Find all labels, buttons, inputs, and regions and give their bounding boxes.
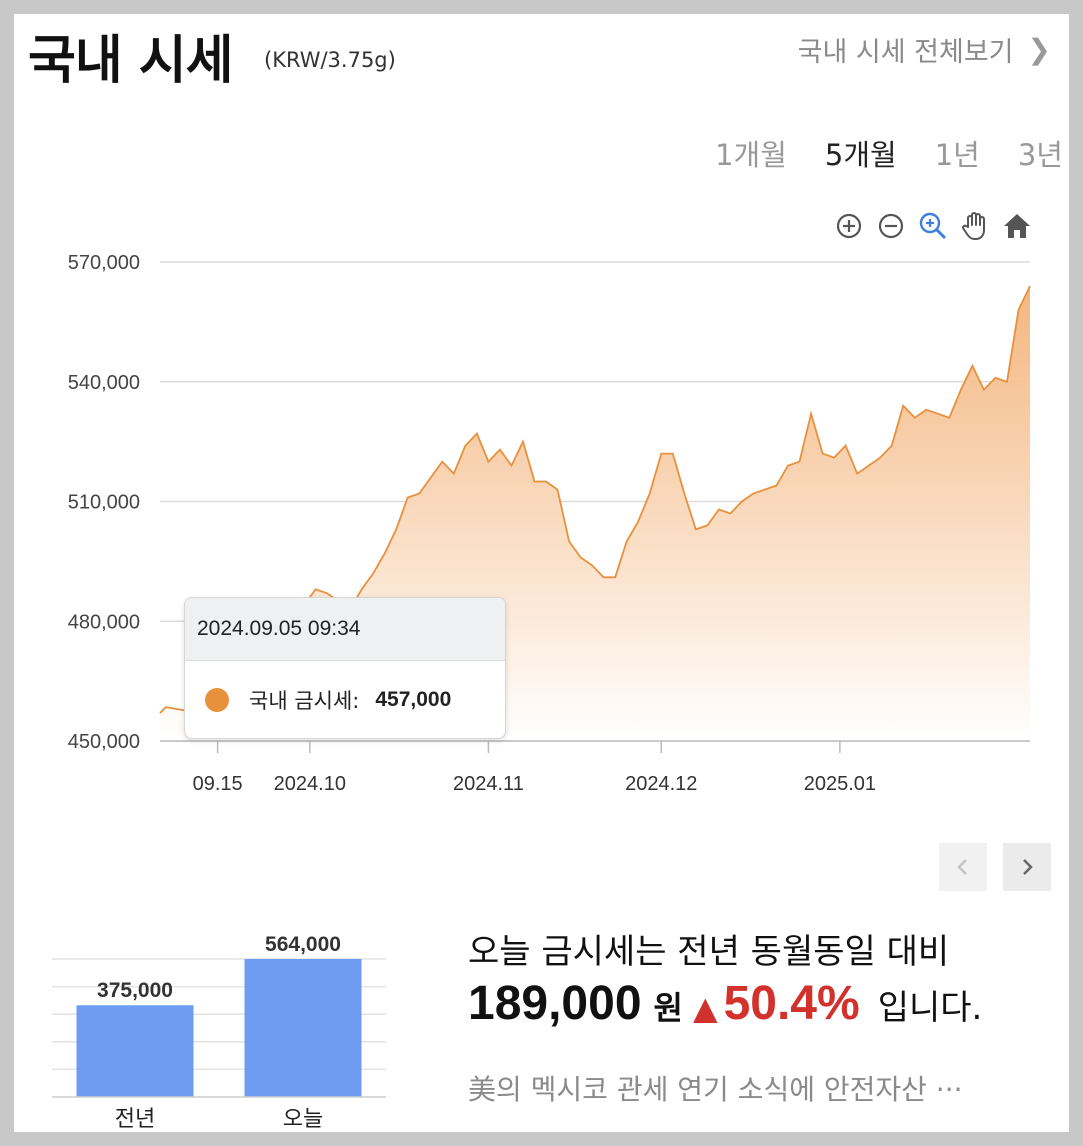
pan-hand-icon[interactable] <box>959 210 991 242</box>
x-tick-label: 2024.12 <box>625 773 697 795</box>
x-tick-label: 2024.10 <box>274 773 346 795</box>
tab-3-years[interactable]: 3년 <box>1017 138 1063 172</box>
x-tick-label: 2025.01 <box>804 773 876 795</box>
tooltip-value: 457,000 <box>375 688 452 711</box>
chart-tooltip: 2024.09.05 09:34 국내 금시세: 457,000 <box>184 597 506 739</box>
zoom-in-icon[interactable] <box>833 210 865 242</box>
chevron-left-icon <box>957 859 967 875</box>
x-tick-label: 09.15 <box>193 773 243 795</box>
currency-unit: 원 <box>653 989 683 1027</box>
bar-value-label: 564,000 <box>265 933 341 956</box>
x-tick-label: 2024.11 <box>453 773 524 795</box>
change-percent: 50.4% <box>723 977 860 1030</box>
y-tick-label: 480,000 <box>68 611 140 633</box>
y-tick-label: 450,000 <box>68 731 140 753</box>
gold-price-card: 국내 시세 (KRW/3.75g) 국내 시세 전체보기 ❯ 1개월 5개월 1… <box>14 14 1069 1132</box>
view-all-label: 국내 시세 전체보기 <box>797 37 1014 68</box>
bar-category-label: 오늘 <box>283 1107 323 1132</box>
news-headline[interactable]: 美의 멕시코 관세 연기 소식에 안전자산 ··· <box>468 1073 963 1106</box>
next-page-button[interactable] <box>1003 843 1051 891</box>
summary-line: 오늘 금시세는 전년 동월동일 대비 <box>468 932 950 972</box>
unit-label: (KRW/3.75g) <box>264 48 396 72</box>
home-icon[interactable] <box>1001 210 1033 242</box>
view-all-link[interactable]: 국내 시세 전체보기 ❯ <box>798 30 1051 69</box>
bar-category-label: 전년 <box>115 1107 155 1132</box>
tooltip-series-label: 국내 금시세: <box>249 689 360 713</box>
chevron-right-icon: ❯ <box>1027 33 1051 66</box>
zoom-out-icon[interactable] <box>875 210 907 242</box>
chart-toolbar <box>833 210 1033 242</box>
prev-page-button[interactable] <box>939 843 987 891</box>
tab-5-months[interactable]: 5개월 <box>824 138 897 172</box>
period-tabs: 1개월 5개월 1년 3년 <box>715 132 1063 174</box>
tooltip-body: 국내 금시세: 457,000 <box>185 661 505 738</box>
bar <box>76 1005 194 1097</box>
bar-value-label: 375,000 <box>97 979 173 1002</box>
change-amount: 189,000 <box>468 977 642 1030</box>
summary-change: 189,000 원 ▲ 50.4% 입니다. <box>468 976 982 1031</box>
up-arrow-icon: ▲ <box>692 989 718 1027</box>
y-tick-label: 510,000 <box>68 492 140 514</box>
yoy-bar-chart: 375,000 전년 564,000 오늘 <box>52 933 386 1132</box>
y-tick-label: 540,000 <box>68 372 140 394</box>
page-title: 국내 시세 <box>28 31 233 91</box>
zoom-select-icon[interactable] <box>917 210 949 242</box>
bar <box>244 959 362 1097</box>
tooltip-datetime: 2024.09.05 09:34 <box>185 598 505 661</box>
chevron-right-icon <box>1023 859 1033 875</box>
series-dot <box>205 688 229 712</box>
summary-suffix: 입니다. <box>877 988 983 1028</box>
y-tick-label: 570,000 <box>68 252 140 274</box>
tab-1-year[interactable]: 1년 <box>934 138 980 172</box>
tab-1-month[interactable]: 1개월 <box>715 138 787 172</box>
